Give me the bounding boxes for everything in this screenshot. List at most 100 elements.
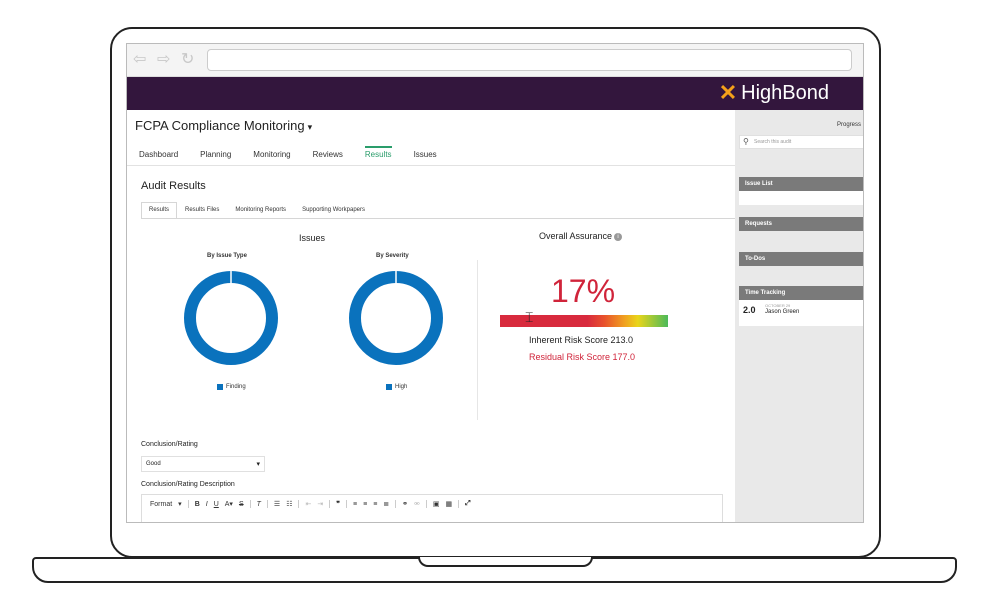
results-subtabs: Results Results Files Monitoring Reports…	[141, 202, 373, 219]
align-right-icon[interactable]: ≡	[373, 500, 378, 508]
format-caret-icon[interactable]: ▾	[178, 501, 182, 508]
todos-panel-header[interactable]: To-Dos	[739, 252, 863, 266]
legend-label-high: High	[395, 384, 408, 390]
search-icon: ⚲	[743, 137, 749, 146]
assurance-percent: 17%	[551, 273, 616, 309]
page-title[interactable]: FCPA Compliance Monitoring ▾	[135, 118, 312, 133]
align-left-icon[interactable]: ≡	[353, 500, 358, 508]
brand-name: HighBond	[741, 82, 829, 104]
search-placeholder: Search this audit	[754, 139, 792, 145]
legend-swatch	[386, 384, 392, 390]
toolbar-separator	[266, 500, 268, 508]
conclusion-label: Conclusion/Rating	[141, 441, 198, 448]
toolbar-separator	[395, 500, 397, 508]
legend-label-finding: Finding	[226, 384, 246, 390]
subtabs-divider	[141, 218, 735, 219]
bullet-list-icon[interactable]: ☰	[273, 501, 281, 508]
subtab-results-files[interactable]: Results Files	[185, 207, 220, 213]
outdent-icon[interactable]: ⇤	[305, 501, 312, 508]
numbered-list-icon[interactable]: ☷	[286, 501, 293, 508]
screen: ⇦ ⇨ ↻ ✕ HighBond FCPA Compliance Monitor…	[126, 43, 864, 523]
align-center-icon[interactable]: ≡	[363, 500, 368, 508]
browser-toolbar: ⇦ ⇨ ↻	[127, 44, 863, 77]
table-icon[interactable]: ▦	[445, 501, 453, 508]
toolbar-separator	[425, 500, 427, 508]
issue-type-legend: Finding	[217, 384, 246, 390]
conclusion-value: Good	[146, 461, 161, 467]
tab-results[interactable]: Results	[364, 146, 392, 167]
by-severity-title: By Severity	[376, 253, 409, 259]
brand-logo[interactable]: ✕ HighBond	[718, 80, 829, 105]
progress-label[interactable]: Progress	[837, 122, 862, 128]
dropdown-arrow-icon: ▾	[256, 461, 260, 468]
tab-issues[interactable]: Issues	[413, 150, 437, 159]
description-label: Conclusion/Rating Description	[141, 481, 235, 488]
legend-swatch	[217, 384, 223, 390]
format-dropdown[interactable]: Format	[150, 500, 173, 508]
overall-assurance-label: Overall Assurance	[539, 231, 613, 241]
editor-toolbar: Format ▾ B I U A▾ S T ☰ ☷ ⇤ ⇥ ❞ ≡	[150, 500, 471, 508]
time-entry[interactable]: 2.0 OCTOBER 29 Jason Green	[739, 300, 863, 326]
align-justify-icon[interactable]: ≣	[383, 501, 390, 508]
unlink-icon[interactable]: ⚮	[414, 501, 420, 508]
tab-reviews[interactable]: Reviews	[312, 150, 343, 159]
toolbar-separator	[187, 500, 189, 508]
brand-bar: ✕ HighBond	[127, 77, 863, 110]
strikethrough-icon[interactable]: S	[238, 500, 244, 508]
requests-panel-header[interactable]: Requests	[739, 217, 863, 231]
fullscreen-icon[interactable]: ⤢	[465, 500, 471, 507]
tab-monitoring[interactable]: Monitoring	[253, 150, 291, 159]
search-input[interactable]: ⚲ Search this audit	[739, 135, 863, 149]
main-content: FCPA Compliance Monitoring ▾ Dashboard Pl…	[127, 110, 735, 522]
forward-icon[interactable]: ⇨	[157, 51, 171, 68]
main-tabs: Dashboard Planning Monitoring Reviews Re…	[139, 146, 459, 167]
issue-type-donut[interactable]	[183, 270, 279, 366]
by-issue-type-title: By Issue Type	[207, 253, 247, 259]
severity-donut-ring	[349, 271, 443, 365]
tabs-divider	[127, 165, 735, 166]
address-bar[interactable]	[207, 49, 852, 71]
bold-icon[interactable]: B	[194, 500, 200, 508]
severity-legend: High	[386, 384, 407, 390]
reload-icon[interactable]: ↻	[181, 51, 195, 68]
blockquote-icon[interactable]: ❞	[336, 501, 340, 508]
image-icon[interactable]: ▣	[432, 501, 440, 508]
highbond-logo-icon: ✕	[718, 80, 738, 105]
time-entry-hours: 2.0	[743, 305, 756, 315]
indent-icon[interactable]: ⇥	[317, 501, 324, 508]
link-icon[interactable]: ⚭	[402, 501, 409, 508]
description-editor[interactable]: Format ▾ B I U A▾ S T ☰ ☷ ⇤ ⇥ ❞ ≡	[141, 494, 723, 522]
toolbar-separator	[346, 500, 347, 508]
italic-icon[interactable]: I	[205, 500, 208, 508]
back-icon[interactable]: ⇦	[133, 51, 147, 68]
clear-format-icon[interactable]: T	[256, 500, 261, 508]
time-entry-date: OCTOBER 29	[765, 303, 791, 308]
subtab-supporting-workpapers[interactable]: Supporting Workpapers	[302, 207, 365, 213]
time-entry-name: Jason Green	[765, 309, 800, 315]
text-color-icon[interactable]: A▾	[224, 501, 233, 508]
toolbar-separator	[458, 500, 460, 508]
tab-dashboard[interactable]: Dashboard	[139, 150, 179, 159]
issue-list-panel-header[interactable]: Issue List	[739, 177, 863, 191]
risk-gradient-bar	[500, 315, 668, 327]
residual-risk-score: Residual Risk Score 177.0	[529, 352, 636, 362]
tab-planning[interactable]: Planning	[200, 150, 232, 159]
underline-icon[interactable]: U	[213, 500, 219, 508]
issue-type-donut-ring	[184, 271, 278, 365]
section-title: Audit Results	[141, 180, 206, 192]
severity-donut[interactable]	[348, 270, 444, 366]
subtab-results[interactable]: Results	[141, 202, 178, 219]
inherent-risk-score: Inherent Risk Score 213.0	[529, 335, 634, 345]
subtab-monitoring-reports[interactable]: Monitoring Reports	[235, 207, 287, 213]
right-sidebar: Progress ⚲ Search this audit Issue List …	[735, 110, 863, 522]
caret-down-icon: ▾	[307, 122, 313, 132]
info-icon[interactable]: i	[614, 232, 623, 241]
conclusion-select[interactable]: Good ▾	[141, 456, 265, 472]
page-title-text: FCPA Compliance Monitoring	[135, 118, 305, 133]
issue-list-panel-body	[739, 191, 863, 205]
toolbar-separator	[329, 500, 331, 508]
time-tracking-panel-header[interactable]: Time Tracking	[739, 286, 863, 300]
overall-assurance-title: Overall Assurance i	[539, 231, 623, 241]
section-divider	[477, 260, 478, 420]
risk-marker-icon: ⌶	[525, 309, 534, 325]
